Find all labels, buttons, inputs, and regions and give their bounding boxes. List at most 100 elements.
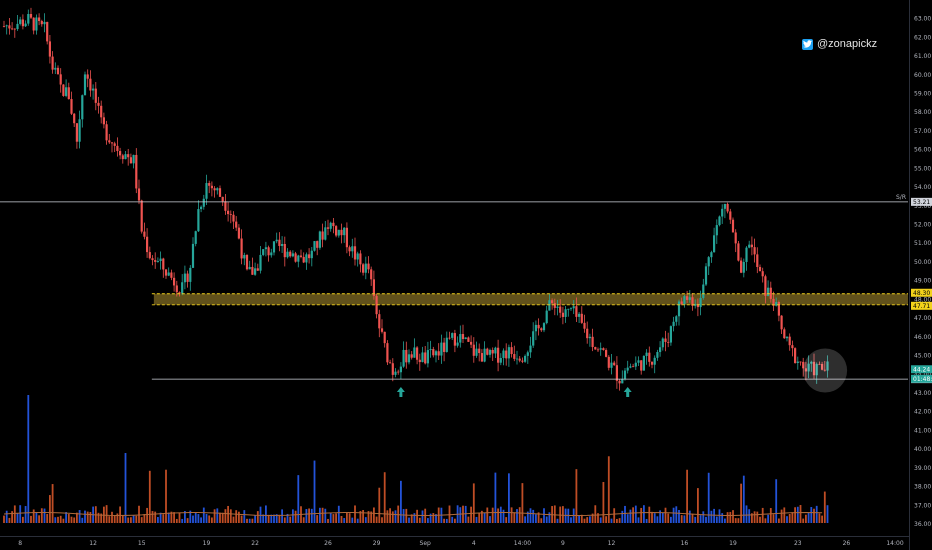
volume-bar (699, 515, 702, 523)
volume-bar (224, 509, 227, 523)
candle-body (548, 300, 551, 311)
candle-body (305, 254, 308, 263)
volume-bar (556, 518, 559, 523)
candle-body (191, 243, 195, 268)
volume-bar (421, 510, 424, 523)
volume-bar (327, 518, 329, 523)
candle-body (672, 321, 675, 327)
candle-body (731, 219, 735, 233)
volume-bar (742, 475, 745, 523)
candle-body (788, 336, 791, 346)
candle-body (173, 277, 176, 286)
candle-body (758, 267, 762, 272)
volume-bar (19, 505, 22, 523)
volume-bar (383, 472, 386, 523)
volume-bar (599, 517, 602, 523)
volume-bar (621, 510, 624, 523)
volume-bar (116, 513, 119, 523)
volume-bar (119, 506, 121, 523)
candle-body (259, 254, 262, 271)
candle-body (89, 78, 92, 91)
candle-body (216, 188, 219, 191)
volume-bar (267, 514, 270, 523)
level-price-tag: 48.30 (913, 290, 930, 297)
volume-bar (796, 506, 799, 523)
volume-bar (221, 512, 224, 523)
time-tick-label: 22 (251, 540, 259, 547)
price-tick-label: 48.00 (914, 296, 931, 303)
volume-bar (626, 514, 629, 523)
volume-bar (629, 509, 632, 523)
level-price-tag: 53.21 (913, 199, 930, 206)
volume-bar (178, 512, 181, 523)
candle-body (453, 333, 456, 346)
volume-bar (105, 505, 108, 523)
volume-bar (624, 505, 626, 523)
candle-body (402, 349, 405, 367)
candle-body (494, 347, 497, 354)
candle-body (375, 295, 378, 315)
candle-body (480, 353, 483, 362)
volume-bar (27, 395, 30, 523)
volume-bar (5, 510, 8, 523)
volume-bar (807, 512, 810, 523)
candle-body (686, 296, 689, 300)
volume-bar (410, 514, 413, 523)
candle-body (8, 25, 11, 29)
volume-bar (589, 516, 591, 523)
volume-bar (524, 516, 526, 523)
volume-bar (759, 516, 761, 523)
candle-body (43, 21, 46, 25)
candle-body (97, 102, 100, 106)
volume-bar (613, 508, 616, 523)
candle-body (54, 67, 57, 70)
volume-bar (175, 518, 178, 523)
candle-body (210, 185, 213, 189)
candle-body (426, 350, 429, 364)
volume-bar (356, 518, 359, 523)
candle-body (102, 117, 105, 125)
volume-bar (310, 508, 313, 523)
volume-bar (640, 507, 643, 523)
candle-body (27, 14, 30, 24)
candle-body (294, 253, 297, 262)
candle-body (483, 348, 486, 362)
candle-body (486, 348, 489, 355)
volume-bar (400, 480, 402, 523)
candle-body (135, 154, 138, 189)
watermark: @zonapickz (802, 38, 877, 50)
candle-body (607, 356, 610, 368)
volume-bar (618, 518, 621, 523)
candle-body (648, 352, 651, 362)
volume-bar (3, 515, 5, 523)
candle-body (815, 363, 818, 376)
volume-bar (67, 514, 70, 523)
candle-body (518, 358, 521, 361)
price-tick-label: 37.00 (914, 502, 931, 509)
volume-bar (329, 512, 332, 523)
volume-bar (184, 511, 186, 523)
candle-body (416, 347, 419, 360)
time-tick-label: 19 (729, 540, 737, 547)
candle-body (46, 21, 49, 42)
candle-body (224, 201, 227, 211)
candle-body (2, 26, 6, 27)
candle-body (151, 258, 154, 261)
candle-body (337, 229, 340, 236)
volume-bar (691, 513, 694, 523)
candle-body (661, 338, 664, 348)
volume-bar (135, 515, 138, 523)
candle-body (510, 347, 513, 355)
candle-body (429, 349, 432, 351)
volume-bar (332, 514, 335, 523)
volume-bar (43, 508, 46, 523)
candle-body (194, 231, 197, 244)
price-tick-label: 60.00 (914, 72, 931, 79)
volume-bar (570, 517, 572, 523)
volume-bar (607, 456, 610, 523)
candle-body (561, 312, 564, 317)
candle-body (799, 361, 802, 363)
volume-bar (651, 511, 653, 523)
price-tick-label: 41.00 (914, 427, 931, 434)
